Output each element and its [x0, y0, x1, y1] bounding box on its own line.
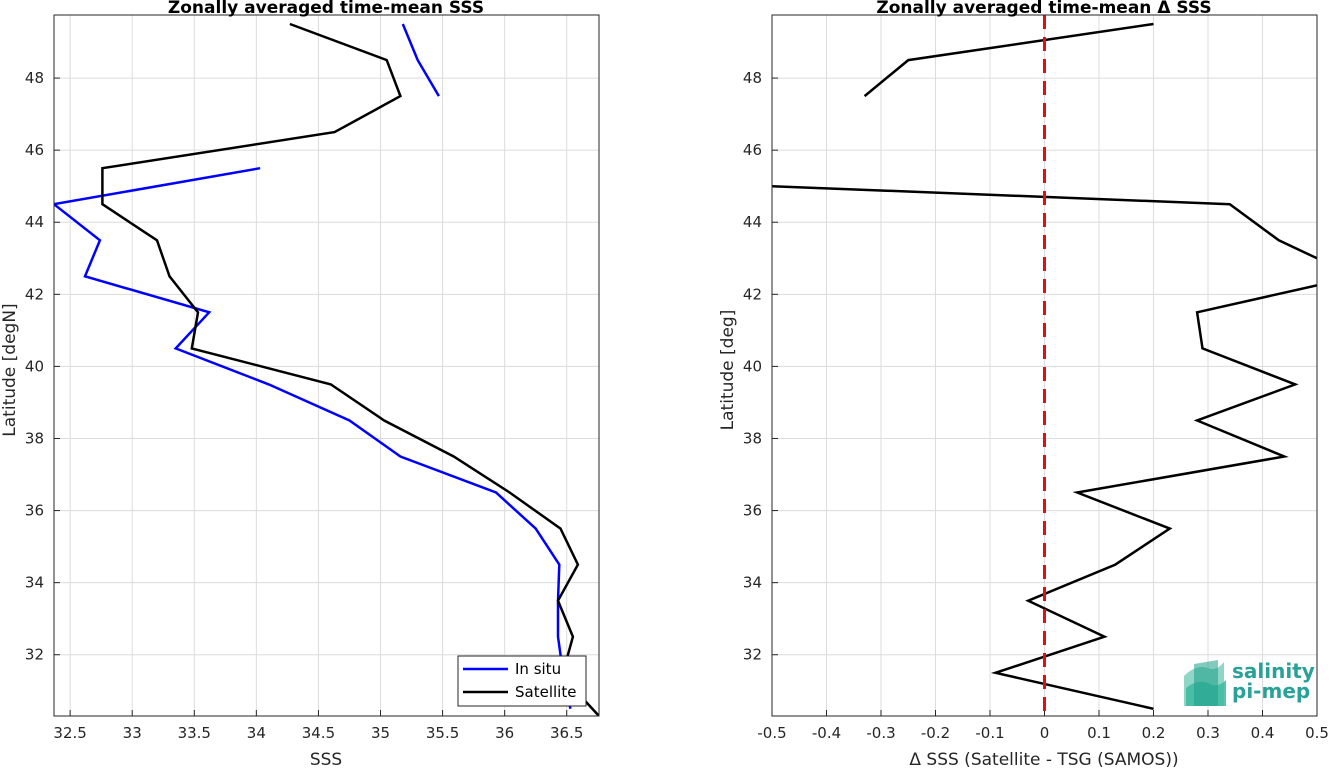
left-plot-area — [54, 15, 599, 716]
right-series-delta-line — [863, 22, 1154, 98]
left-xtick-label: 34.5 — [302, 724, 335, 742]
left-ytick-label: 42 — [25, 285, 44, 303]
left-ytick-label: 48 — [25, 69, 44, 87]
left-xtick-label: 35 — [371, 724, 390, 742]
left-ytick-label: 36 — [25, 502, 44, 520]
right-ytick-label: 32 — [743, 646, 762, 664]
left-axes-box — [53, 14, 600, 717]
legend-label-in-situ: In situ — [515, 660, 561, 678]
right-xtick-label: 0 — [1040, 724, 1050, 742]
right-axes-box — [771, 14, 1318, 717]
legend: In situ Satellite — [457, 655, 587, 707]
right-ytick-label: 44 — [743, 213, 762, 231]
left-ytick-label: 46 — [25, 141, 44, 159]
logo-line1: salinity — [1232, 659, 1315, 683]
left-panel: 32.5 33 33.5 34 34.5 35 35.5 36 36.5 32 34 36 38 40 42… — [0, 0, 600, 769]
left-xtick-label: 35.5 — [426, 724, 459, 742]
left-ytick-label: 44 — [25, 213, 44, 231]
right-ylabel: Latitude [deg] — [718, 310, 738, 431]
left-series-in-situ-line — [54, 166, 572, 710]
right-ytick-label: 48 — [743, 69, 762, 87]
legend-label-satellite: Satellite — [515, 683, 576, 701]
left-xtick-label: 33.5 — [178, 724, 211, 742]
right-xtick-label: -0.1 — [975, 724, 1004, 742]
logo-line2: pi-mep — [1232, 679, 1310, 703]
right-xtick-label: 0.3 — [1196, 724, 1220, 742]
left-ytick-label: 32 — [25, 646, 44, 664]
right-xtick-label: -0.2 — [921, 724, 950, 742]
left-title: Zonally averaged time-mean SSS — [168, 0, 484, 18]
right-xtick-label: 0.1 — [1087, 724, 1111, 742]
right-lines — [772, 15, 1317, 716]
left-xlabel: SSS — [310, 750, 342, 769]
left-lines — [54, 22, 599, 716]
left-ticks: 32.5 33 33.5 34 34.5 35 35.5 36 36.5 32 34 36 38 40 42… — [25, 69, 584, 742]
left-xtick-label: 32.5 — [53, 724, 86, 742]
left-xtick-label: 34 — [247, 724, 266, 742]
right-xlabel: Δ SSS (Satellite - TSG (SAMOS)) — [909, 750, 1178, 769]
legend-box — [457, 655, 587, 707]
right-title: Zonally averaged time-mean Δ SSS — [876, 0, 1211, 18]
right-panel: -0.5 -0.4 -0.3 -0.2 -0.1 0 0.1 0.2 0.3 0.4 0.5 32 34… — [718, 0, 1329, 769]
right-ytick-label: 40 — [743, 357, 762, 375]
left-ytick-label: 40 — [25, 357, 44, 375]
right-xtick-label: 0.5 — [1305, 724, 1329, 742]
right-xtick-label: -0.4 — [812, 724, 841, 742]
right-ytick-label: 38 — [743, 429, 762, 447]
right-ytick-label: 42 — [743, 285, 762, 303]
right-series-delta-line — [772, 184, 1317, 260]
left-xtick-label: 36 — [495, 724, 514, 742]
salinity-pi-mep-logo: salinity pi-mep — [1184, 659, 1315, 706]
left-ytick-label: 38 — [25, 429, 44, 447]
left-xtick-label: 33 — [123, 724, 142, 742]
left-series-satellite-line — [101, 22, 599, 716]
logo-wave-icon — [1184, 660, 1226, 706]
right-xtick-label: -0.3 — [866, 724, 895, 742]
right-ytick-label: 46 — [743, 141, 762, 159]
right-ticks: -0.5 -0.4 -0.3 -0.2 -0.1 0 0.1 0.2 0.3 0.4 0.5 32 34… — [743, 69, 1329, 742]
right-xtick-label: 0.4 — [1251, 724, 1275, 742]
left-ytick-label: 34 — [25, 574, 44, 592]
left-grid — [54, 15, 599, 716]
left-ylabel: Latitude [degN] — [0, 303, 20, 436]
right-ytick-label: 36 — [743, 502, 762, 520]
right-series-delta-line — [990, 284, 1317, 711]
left-series-in-situ-line — [401, 23, 440, 97]
right-xtick-label: -0.5 — [757, 724, 786, 742]
right-xtick-label: 0.2 — [1142, 724, 1166, 742]
right-ytick-label: 34 — [743, 574, 762, 592]
left-xtick-label: 36.5 — [550, 724, 583, 742]
